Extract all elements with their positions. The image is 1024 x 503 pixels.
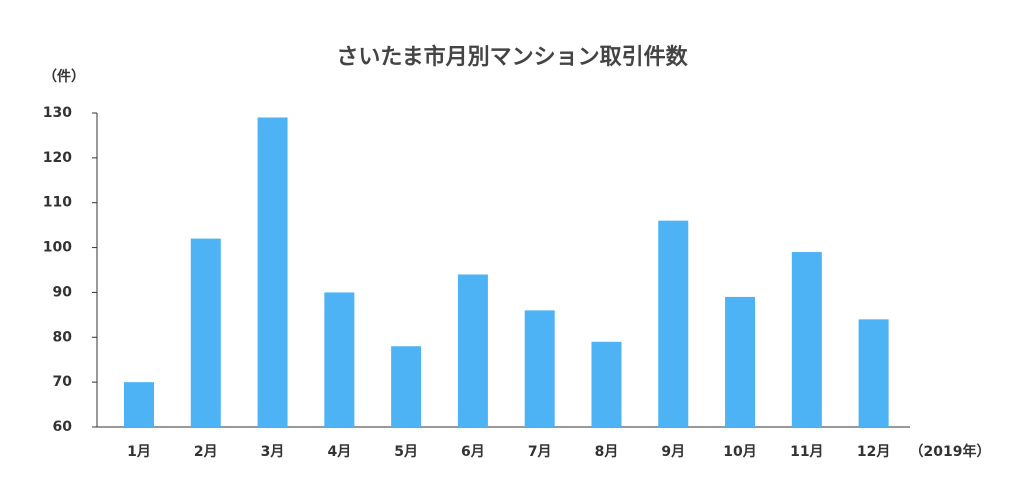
x-tick-label: 11月	[790, 444, 823, 460]
x-tick-label: 3月	[261, 444, 285, 460]
y-tick-label: 80	[53, 329, 73, 345]
x-tick-label: 12月	[857, 444, 890, 460]
y-unit-label: （件）	[43, 68, 85, 85]
y-tick-label: 130	[43, 105, 72, 121]
y-tick-label: 70	[53, 374, 73, 390]
y-tick-label: 100	[43, 240, 72, 256]
bar	[391, 346, 422, 427]
x-tick-label: 5月	[394, 444, 418, 460]
y-tick-label: 90	[53, 284, 73, 300]
x-tick-label: 10月	[723, 444, 756, 460]
bar	[658, 220, 689, 427]
y-tick-label: 120	[43, 150, 72, 166]
x-tick-label: 2月	[194, 444, 218, 460]
bar	[324, 292, 355, 427]
x-tick-label: 6月	[461, 444, 485, 460]
bar	[725, 296, 756, 427]
x-unit-label: （2019年）	[910, 443, 991, 460]
bar	[457, 274, 488, 427]
x-tick-label: 8月	[595, 444, 619, 460]
x-tick-label: 1月	[127, 444, 151, 460]
bar	[591, 341, 622, 427]
y-tick-label: 110	[43, 195, 72, 211]
x-tick-label: 4月	[327, 444, 351, 460]
y-tick-label: 60	[53, 419, 73, 435]
bar	[524, 310, 555, 427]
bar	[858, 319, 889, 427]
bar	[257, 117, 288, 427]
bar	[190, 238, 221, 427]
bar	[791, 252, 822, 427]
x-tick-label: 9月	[661, 444, 685, 460]
x-tick-label: 7月	[528, 444, 552, 460]
bar	[123, 382, 154, 427]
chart-title: さいたま市月別マンション取引件数	[336, 44, 688, 70]
